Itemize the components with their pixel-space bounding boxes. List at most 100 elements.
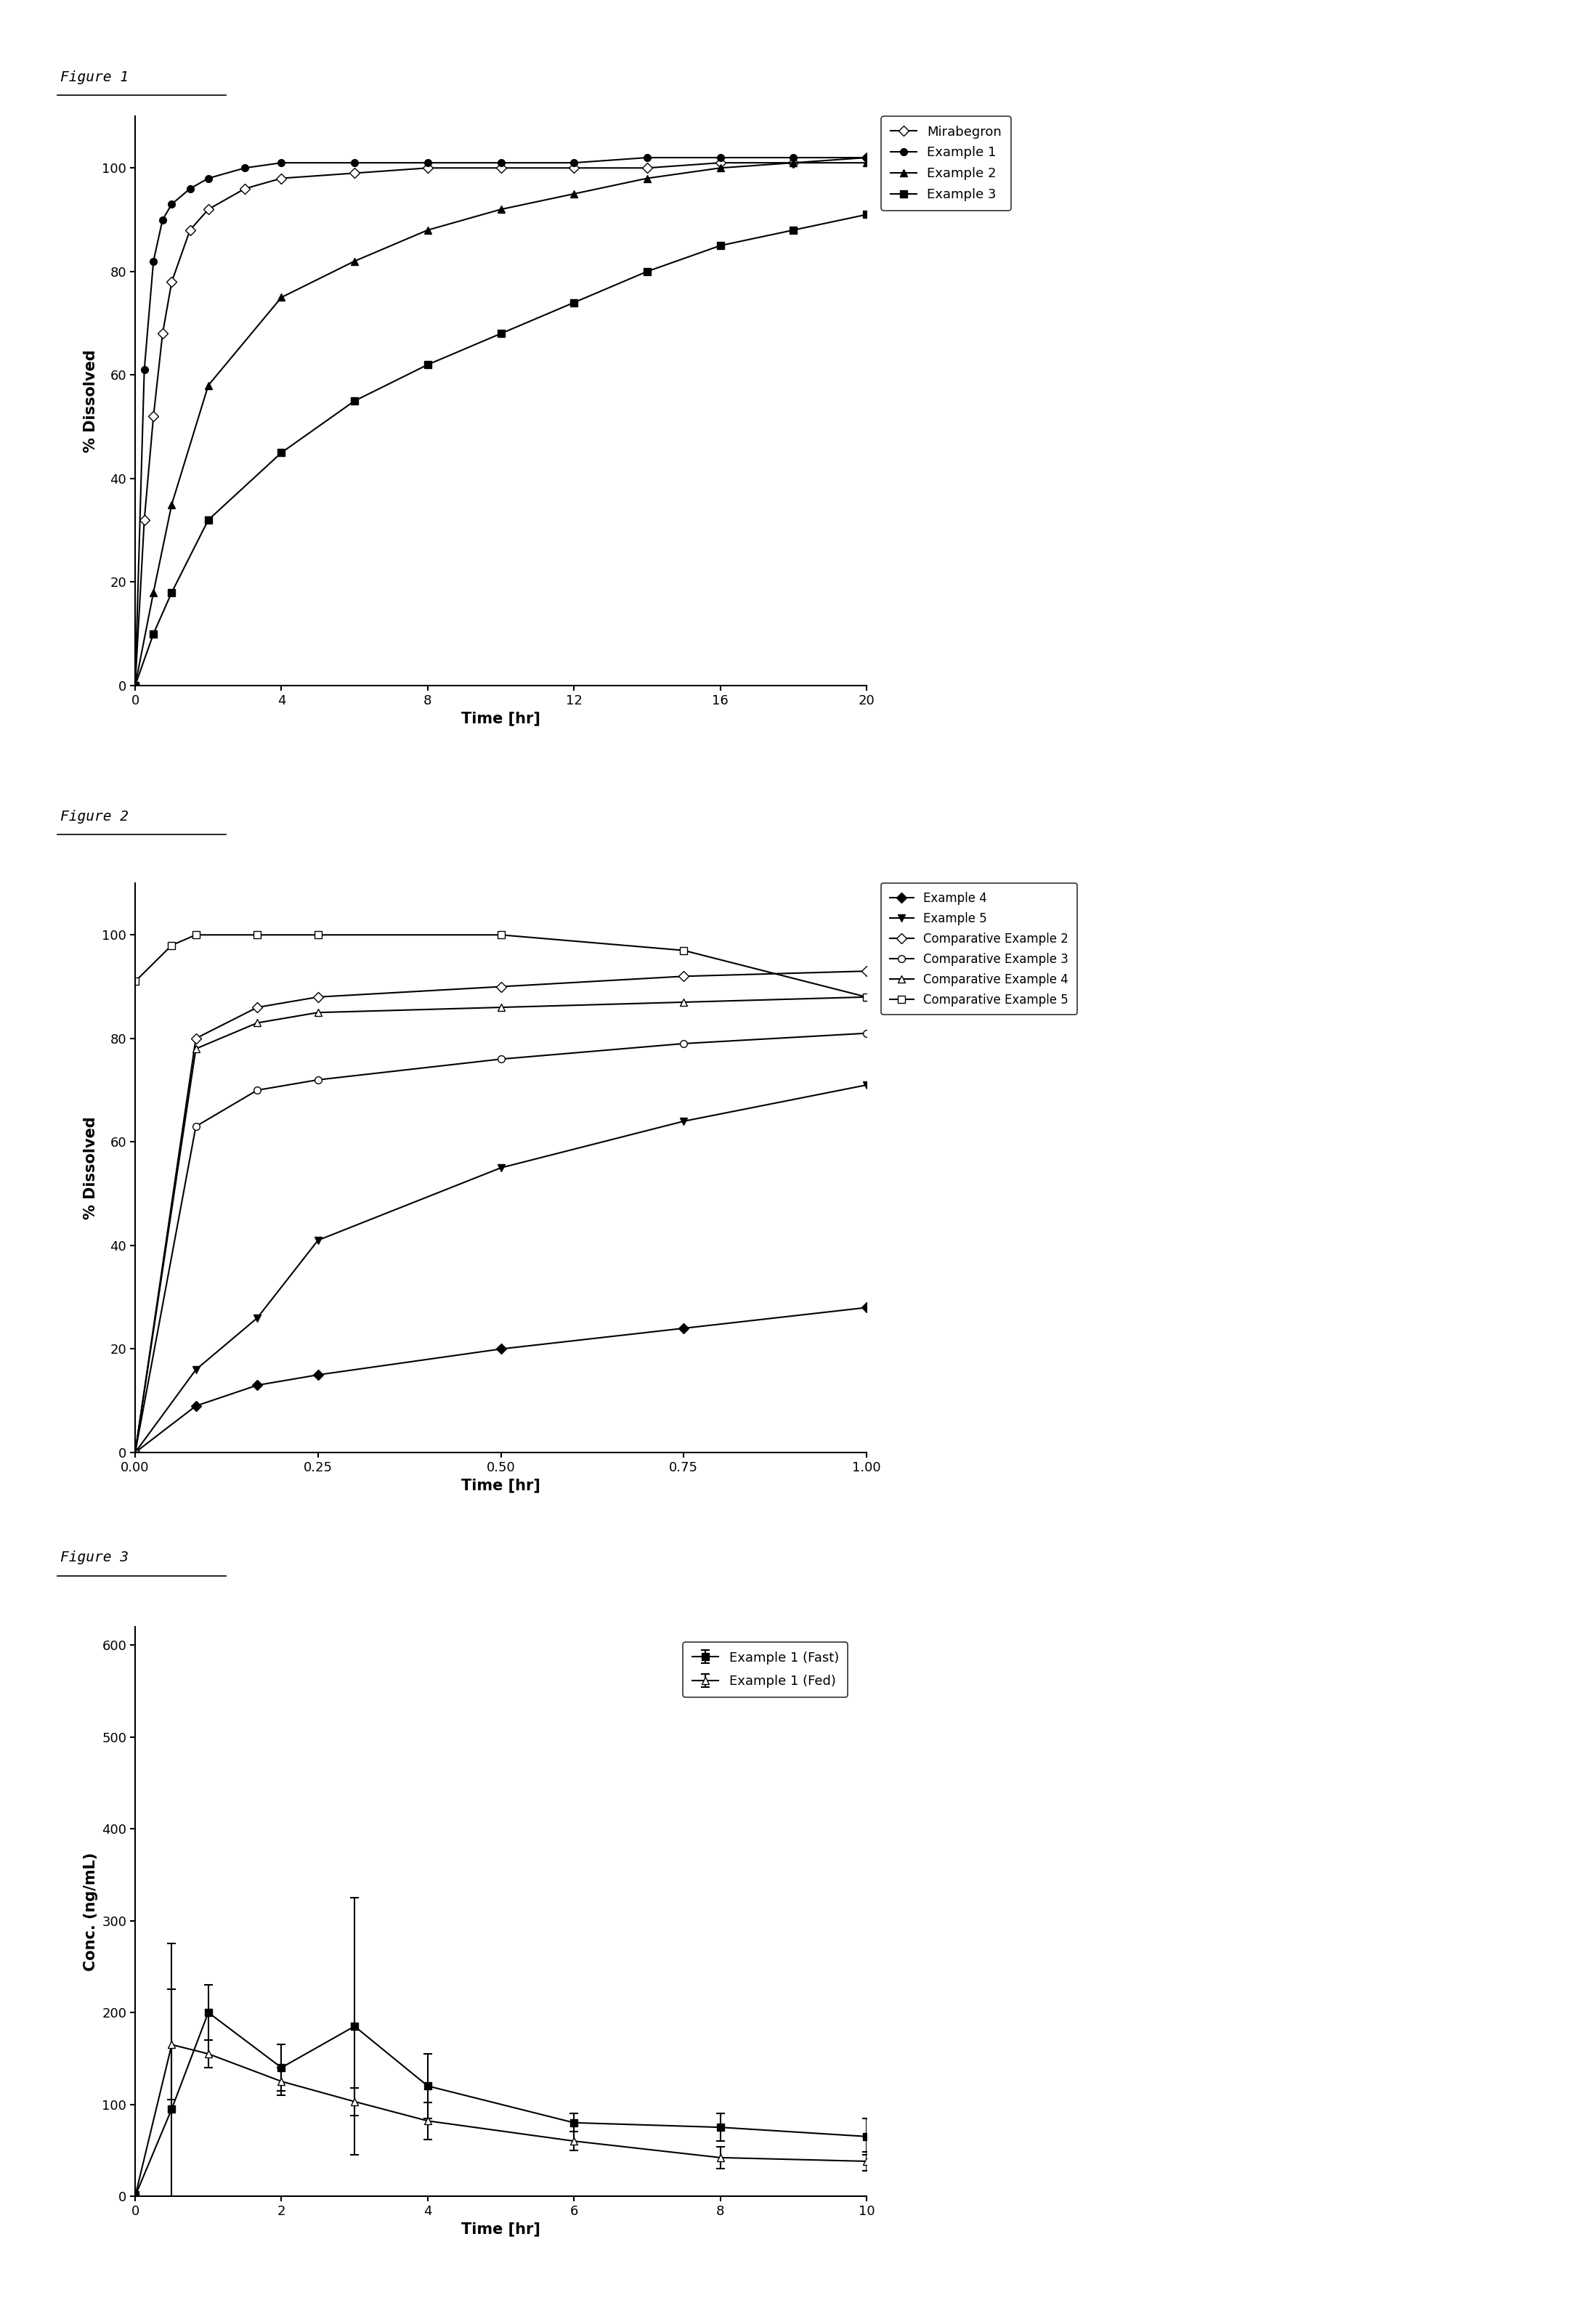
Example 1 <box>345 149 364 177</box>
Mirabegron <box>126 672 145 700</box>
Example 1 <box>564 149 584 177</box>
Example 1 <box>857 144 876 172</box>
Example 4 <box>126 1439 145 1466</box>
Comparative Example 2 <box>126 1439 145 1466</box>
Comparative Example 4 <box>491 992 510 1020</box>
Example 2 <box>491 195 510 223</box>
Comparative Example 3 <box>857 1020 876 1048</box>
Comparative Example 3 <box>126 1439 145 1466</box>
Text: Figure 3: Figure 3 <box>60 1550 129 1564</box>
X-axis label: Time [hr]: Time [hr] <box>461 711 541 725</box>
Comparative Example 5 <box>126 967 145 995</box>
Comparative Example 5 <box>674 937 693 964</box>
Y-axis label: % Dissolved: % Dissolved <box>83 349 99 453</box>
Example 1 <box>145 246 164 274</box>
Mirabegron <box>418 153 437 181</box>
Example 2 <box>345 246 364 274</box>
Example 3 <box>638 258 657 286</box>
Example 2 <box>162 490 181 518</box>
X-axis label: Time [hr]: Time [hr] <box>461 2222 541 2236</box>
Example 4 <box>186 1392 205 1420</box>
Example 3 <box>418 351 437 379</box>
Line: Example 2: Example 2 <box>132 160 870 690</box>
Example 2 <box>145 579 164 607</box>
Example 2 <box>199 372 218 400</box>
Comparative Example 4 <box>308 999 328 1027</box>
Mirabegron <box>491 153 510 181</box>
Example 4 <box>857 1294 876 1322</box>
Line: Example 5: Example 5 <box>132 1081 870 1457</box>
Example 2 <box>711 153 730 181</box>
Comparative Example 5 <box>248 920 267 948</box>
Example 3 <box>564 288 584 316</box>
Example 5 <box>308 1227 328 1255</box>
Example 5 <box>674 1106 693 1134</box>
Example 5 <box>186 1355 205 1383</box>
Example 1 <box>784 144 803 172</box>
Example 1 <box>135 356 154 383</box>
Example 1 <box>181 174 200 202</box>
Example 3 <box>857 200 876 228</box>
Line: Comparative Example 2: Comparative Example 2 <box>132 967 870 1457</box>
Legend: Example 1 (Fast), Example 1 (Fed): Example 1 (Fast), Example 1 (Fed) <box>684 1643 847 1697</box>
Mirabegron <box>711 149 730 177</box>
Example 3 <box>491 321 510 349</box>
Y-axis label: % Dissolved: % Dissolved <box>83 1116 99 1220</box>
Mirabegron <box>564 153 584 181</box>
Mirabegron <box>235 174 254 202</box>
Example 4 <box>674 1315 693 1343</box>
X-axis label: Time [hr]: Time [hr] <box>461 1478 541 1492</box>
Line: Example 1: Example 1 <box>132 153 870 690</box>
Example 3 <box>126 672 145 700</box>
Example 1 <box>199 165 218 193</box>
Comparative Example 5 <box>857 983 876 1011</box>
Comparative Example 2 <box>491 974 510 1002</box>
Example 5 <box>248 1304 267 1332</box>
Comparative Example 3 <box>186 1113 205 1141</box>
Comparative Example 4 <box>248 1009 267 1037</box>
Example 1 <box>235 153 254 181</box>
Comparative Example 2 <box>674 962 693 990</box>
Example 2 <box>564 179 584 207</box>
Comparative Example 2 <box>186 1025 205 1053</box>
Mirabegron <box>857 144 876 172</box>
Legend: Mirabegron, Example 1, Example 2, Example 3: Mirabegron, Example 1, Example 2, Exampl… <box>881 116 1011 211</box>
Y-axis label: Conc. (ng/mL): Conc. (ng/mL) <box>83 1852 99 1971</box>
Comparative Example 4 <box>857 983 876 1011</box>
Example 4 <box>308 1362 328 1390</box>
Line: Mirabegron: Mirabegron <box>132 153 870 690</box>
Mirabegron <box>135 507 154 535</box>
Comparative Example 2 <box>308 983 328 1011</box>
Example 2 <box>638 165 657 193</box>
Example 1 <box>418 149 437 177</box>
Mirabegron <box>162 267 181 295</box>
Mirabegron <box>345 158 364 188</box>
Comparative Example 2 <box>248 992 267 1020</box>
Comparative Example 5 <box>308 920 328 948</box>
Mirabegron <box>181 216 200 244</box>
Comparative Example 3 <box>248 1076 267 1104</box>
Example 1 <box>638 144 657 172</box>
Example 3 <box>711 232 730 260</box>
Example 5 <box>857 1071 876 1099</box>
Example 3 <box>272 439 291 467</box>
Example 2 <box>418 216 437 244</box>
Mirabegron <box>638 153 657 181</box>
Example 3 <box>784 216 803 244</box>
Comparative Example 4 <box>186 1034 205 1062</box>
Mirabegron <box>199 195 218 223</box>
Example 5 <box>126 1439 145 1466</box>
Line: Example 3: Example 3 <box>132 211 870 690</box>
Example 4 <box>248 1371 267 1399</box>
Example 1 <box>711 144 730 172</box>
Mirabegron <box>145 402 164 430</box>
Mirabegron <box>153 321 172 349</box>
Line: Comparative Example 4: Comparative Example 4 <box>132 992 870 1457</box>
Comparative Example 4 <box>674 988 693 1016</box>
Line: Comparative Example 5: Comparative Example 5 <box>132 932 870 1002</box>
Legend: Example 4, Example 5, Comparative Example 2, Comparative Example 3, Comparative : Example 4, Example 5, Comparative Exampl… <box>881 883 1076 1016</box>
Comparative Example 5 <box>186 920 205 948</box>
Comparative Example 4 <box>126 1439 145 1466</box>
Comparative Example 5 <box>491 920 510 948</box>
Text: Figure 2: Figure 2 <box>60 809 129 823</box>
